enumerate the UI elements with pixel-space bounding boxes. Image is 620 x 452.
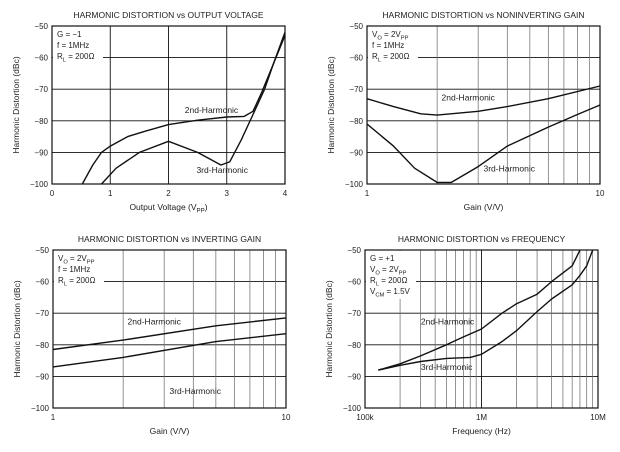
y-tick-label: −70 — [349, 85, 363, 94]
condition-line: f = 1MHz — [57, 41, 89, 50]
x-tick-label: 10 — [596, 189, 605, 198]
x-tick-label: 3 — [225, 189, 230, 198]
y-tick-label: −100 — [30, 180, 49, 189]
x-tick-label: 1 — [51, 413, 56, 422]
y-tick-label: −80 — [349, 117, 363, 126]
test-conditions: VO​ = 2VPP​f = 1MHz RL​ = 200Ω — [54, 251, 104, 288]
test-conditions: VO​ = 2VPP​f = 1MHz RL​ = 200Ω — [368, 27, 418, 64]
condition-line: f = 1MHz — [58, 265, 90, 274]
x-tick-label: 1 — [365, 189, 370, 198]
series-line-1 — [52, 317, 287, 351]
y-tick-label: −70 — [34, 85, 48, 94]
chart-1: HARMONIC DISTORTION vs OUTPUT VOLTAGE G =… — [11, 10, 288, 215]
x-tick-label: 100k — [356, 413, 374, 422]
series-label: 2nd-Harmonic — [442, 92, 496, 102]
y-tick-label: −80 — [34, 117, 48, 126]
x-tick-label: 10M — [590, 413, 606, 422]
plot-frame — [364, 249, 599, 409]
plot-frame — [52, 249, 287, 409]
series-label: 3rd-Harmonic — [170, 386, 222, 396]
y-tick-label: −90 — [347, 372, 361, 381]
x-axis-label: Gain (V/V) — [150, 426, 190, 436]
condition-line: G = −1 — [57, 30, 82, 39]
x-tick-label: 1M — [476, 413, 487, 422]
series-label: 3rd-Harmonic — [484, 163, 536, 173]
chart-title: HARMONIC DISTORTION vs NONINVERTING GAIN — [382, 10, 584, 20]
chart-2: HARMONIC DISTORTION vs NONINVERTING GAIN… — [326, 10, 605, 212]
y-tick-label: −80 — [347, 341, 361, 350]
series-line-1 — [366, 85, 601, 116]
test-conditions: G = −1 f = 1MHz RL​ = 200Ω — [53, 27, 103, 64]
y-tick-label: −70 — [347, 309, 361, 318]
y-axis-label: Harmonic Distortion (dBc) — [11, 56, 21, 153]
chart-3: HARMONIC DISTORTION vs INVERTING GAIN VO​… — [12, 234, 291, 436]
chart-4: HARMONIC DISTORTION vs FREQUENCY G = +1 VO… — [324, 234, 606, 436]
y-tick-label: −50 — [349, 22, 363, 31]
condition-line: VO​ = 2VPP​ — [372, 30, 409, 42]
y-axis-label: Harmonic Distortion (dBc) — [326, 56, 336, 153]
condition-line: RL​ = 200Ω — [58, 276, 95, 288]
series-label: 2nd-Harmonic — [128, 316, 182, 326]
x-axis-label: Output Voltage (VPP​) — [129, 202, 207, 215]
x-tick-label: 1 — [108, 189, 113, 198]
series-line-2 — [52, 333, 287, 368]
chart-title: HARMONIC DISTORTION vs INVERTING GAIN — [78, 234, 261, 244]
y-tick-label: −50 — [35, 246, 49, 255]
y-tick-label: −100 — [345, 180, 364, 189]
condition-line: RL​ = 200Ω — [372, 52, 409, 64]
y-tick-label: −90 — [349, 148, 363, 157]
condition-line: f = 1MHz — [372, 41, 404, 50]
y-tick-label: −60 — [34, 54, 48, 63]
condition-line: VO​ = 2VPP​ — [370, 265, 407, 277]
y-axis-label: Harmonic Distortion (dBc) — [324, 280, 334, 377]
x-tick-label: 10 — [282, 413, 291, 422]
y-tick-label: −90 — [35, 372, 49, 381]
y-axis-label: Harmonic Distortion (dBc) — [12, 280, 22, 377]
condition-line: G = +1 — [370, 254, 395, 263]
condition-line: RL​ = 200Ω — [57, 52, 94, 64]
series-line-1 — [81, 32, 286, 185]
series-line-2 — [366, 104, 601, 184]
condition-line: RL​ = 200Ω — [370, 276, 407, 288]
x-tick-label: 0 — [50, 189, 55, 198]
series-line-2 — [378, 249, 594, 371]
y-tick-label: −80 — [35, 341, 49, 350]
chart-title: HARMONIC DISTORTION vs OUTPUT VOLTAGE — [73, 10, 263, 20]
x-tick-label: 4 — [283, 189, 288, 198]
series-label: 3rd-Harmonic — [196, 165, 248, 175]
x-axis-label: Frequency (Hz) — [452, 426, 511, 436]
condition-line: VCM​ = 1.5V — [370, 287, 411, 299]
y-tick-label: −100 — [343, 404, 362, 413]
series-label: 2nd-Harmonic — [185, 105, 239, 115]
y-tick-label: −100 — [31, 404, 50, 413]
condition-line: VO​ = 2VPP​ — [58, 254, 95, 266]
x-tick-label: 2 — [166, 189, 171, 198]
series-line-2 — [100, 35, 286, 185]
y-tick-label: −50 — [34, 22, 48, 31]
series-label: 3rd-Harmonic — [421, 362, 473, 372]
y-tick-label: −60 — [35, 278, 49, 287]
chart-title: HARMONIC DISTORTION vs FREQUENCY — [398, 234, 566, 244]
y-tick-label: −60 — [349, 54, 363, 63]
y-tick-label: −50 — [347, 246, 361, 255]
series-label: 2nd-Harmonic — [421, 316, 475, 326]
x-axis-label: Gain (V/V) — [464, 202, 504, 212]
series-line-1 — [378, 249, 581, 371]
y-tick-label: −70 — [35, 309, 49, 318]
plot-frame — [51, 25, 286, 185]
y-tick-label: −60 — [347, 278, 361, 287]
y-tick-label: −90 — [34, 148, 48, 157]
